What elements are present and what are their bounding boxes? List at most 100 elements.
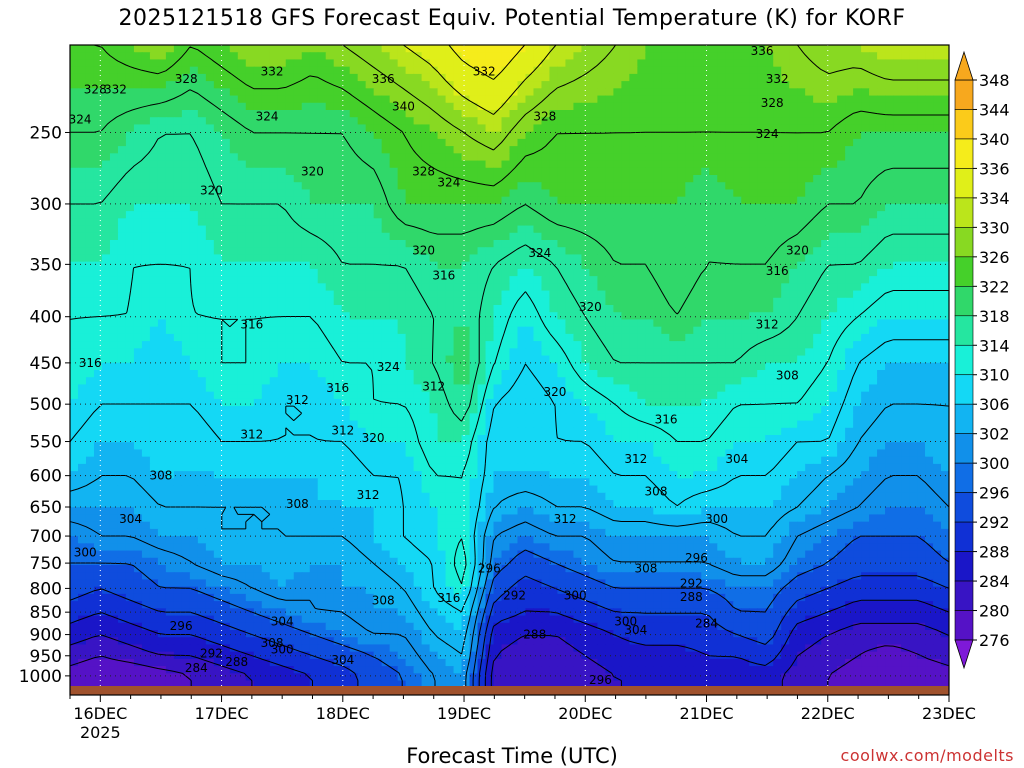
field-cell (813, 131, 822, 140)
field-cell (677, 268, 686, 277)
field-cell (693, 52, 702, 61)
field-cell (405, 102, 415, 111)
field-cell (693, 326, 702, 335)
field-cell (117, 268, 127, 277)
field-cell (741, 102, 750, 111)
field-cell (501, 211, 511, 219)
field-cell (229, 95, 239, 104)
field-cell (125, 175, 135, 183)
field-cell (613, 319, 622, 328)
field-cell (213, 247, 223, 256)
field-cell (813, 117, 822, 126)
field-cell (637, 95, 646, 104)
field-cell (701, 160, 710, 169)
field-cell (517, 276, 527, 284)
field-cell (781, 362, 790, 371)
field-cell (661, 102, 670, 111)
field-cell (77, 218, 87, 227)
field-cell (141, 283, 151, 292)
field-cell (437, 254, 447, 263)
field-cell (693, 225, 702, 234)
field-cell (173, 110, 183, 118)
field-cell (717, 283, 726, 292)
field-cell (677, 254, 686, 263)
field-cell (421, 203, 431, 212)
field-cell (349, 211, 359, 219)
field-cell (805, 305, 814, 313)
field-cell (117, 355, 127, 364)
field-cell (277, 175, 287, 183)
field-cell (341, 189, 351, 198)
field-cell (173, 276, 183, 284)
field-cell (925, 81, 934, 89)
field-cell (813, 88, 822, 97)
field-cell (309, 232, 319, 241)
field-cell (893, 88, 902, 97)
field-cell (541, 175, 551, 183)
field-cell (893, 102, 902, 111)
field-cell (181, 146, 191, 154)
field-cell (101, 203, 111, 212)
field-cell (77, 370, 87, 378)
field-cell (349, 326, 359, 335)
field-cell (381, 167, 391, 176)
field-cell (397, 348, 407, 357)
field-cell (357, 268, 367, 277)
field-cell (877, 175, 886, 183)
field-cell (149, 232, 159, 241)
field-cell (869, 240, 878, 248)
field-cell (933, 254, 942, 263)
field-cell (821, 45, 830, 53)
field-cell (725, 312, 734, 321)
field-cell (869, 362, 878, 371)
field-cell (917, 261, 926, 270)
field-cell (917, 211, 926, 219)
field-cell (237, 124, 247, 133)
field-cell (293, 276, 303, 284)
field-cell (869, 167, 878, 176)
field-cell (797, 348, 806, 357)
field-cell (629, 283, 638, 292)
field-cell (517, 167, 527, 176)
field-cell (757, 52, 766, 61)
field-cell (469, 254, 479, 263)
field-cell (341, 45, 351, 53)
field-cell (869, 333, 878, 342)
field-cell (773, 124, 782, 133)
field-cell (677, 348, 686, 357)
field-cell (237, 146, 247, 154)
field-cell (541, 81, 551, 89)
field-cell (805, 153, 814, 162)
field-cell (469, 261, 479, 270)
field-cell (197, 305, 207, 313)
field-cell (733, 297, 742, 306)
field-cell (669, 225, 678, 234)
field-cell (885, 333, 894, 342)
field-cell (693, 153, 702, 162)
field-cell (613, 247, 622, 256)
field-cell (501, 319, 511, 328)
field-cell (85, 225, 95, 234)
field-cell (173, 283, 183, 292)
field-cell (293, 73, 303, 82)
field-cell (837, 124, 846, 133)
field-cell (933, 232, 942, 241)
field-cell (389, 247, 399, 256)
field-cell (861, 218, 870, 227)
field-cell (837, 189, 846, 198)
field-cell (245, 124, 255, 133)
field-cell (397, 196, 407, 205)
field-cell (757, 175, 766, 183)
field-cell (509, 182, 519, 191)
field-cell (285, 276, 295, 284)
field-cell (629, 131, 638, 140)
field-cell (493, 45, 503, 53)
field-cell (149, 175, 159, 183)
field-cell (229, 283, 239, 292)
field-cell (245, 348, 255, 357)
field-cell (613, 117, 622, 126)
field-cell (757, 276, 766, 284)
field-cell (157, 146, 167, 154)
field-cell (677, 117, 686, 126)
field-cell (629, 110, 638, 118)
